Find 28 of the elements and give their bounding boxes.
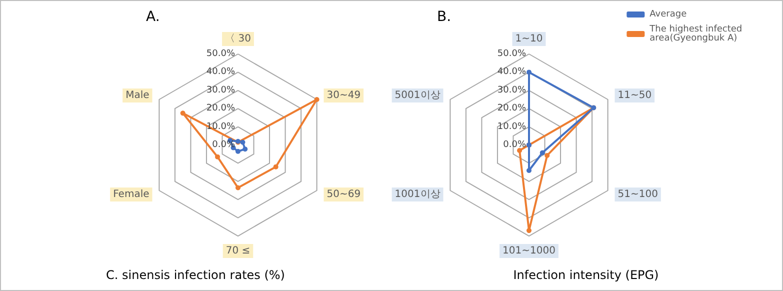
spoke-label: 11~50: [618, 90, 652, 101]
spoke-label: 〈 30: [225, 34, 251, 44]
spoke-label: Female: [113, 189, 150, 200]
legend-label: The highest infected area(Gyeongbuk A): [648, 24, 746, 44]
spoke-label: 50~69: [326, 189, 361, 200]
y-tick-label: 10.0%: [497, 122, 526, 132]
y-tick-label: 20.0%: [206, 104, 236, 114]
y-tick-label: 30.0%: [206, 85, 236, 96]
y-tick-label: 30.0%: [497, 85, 526, 96]
y-tick-label: 50.0%: [497, 49, 526, 59]
spoke-label: 30~49: [326, 90, 361, 101]
y-tick-label: 40.0%: [206, 67, 236, 78]
spoke-label: 5001이상: [394, 90, 440, 101]
text: C. sinensis infection rates (%): [106, 268, 285, 282]
text: Infection intensity (EPG): [513, 268, 659, 282]
y-tick-label: 20.0%: [497, 104, 526, 114]
chart-title: A.: [146, 9, 160, 25]
y-tick-label: 50.0%: [206, 49, 236, 59]
spoke-label: 70 ≤: [226, 246, 250, 256]
spoke-label: 1001이상: [394, 189, 440, 200]
spoke-label: 1~10: [515, 34, 543, 44]
y-tick-label: 40.0%: [497, 67, 526, 78]
y-tick-label: 0.0%: [503, 140, 526, 150]
spoke-label: 51~100: [618, 189, 658, 200]
spoke-label: Male: [126, 90, 150, 101]
chart-title: B.: [437, 9, 452, 25]
spoke-label: 101~1000: [502, 246, 556, 256]
legend-label: Average: [650, 10, 688, 20]
